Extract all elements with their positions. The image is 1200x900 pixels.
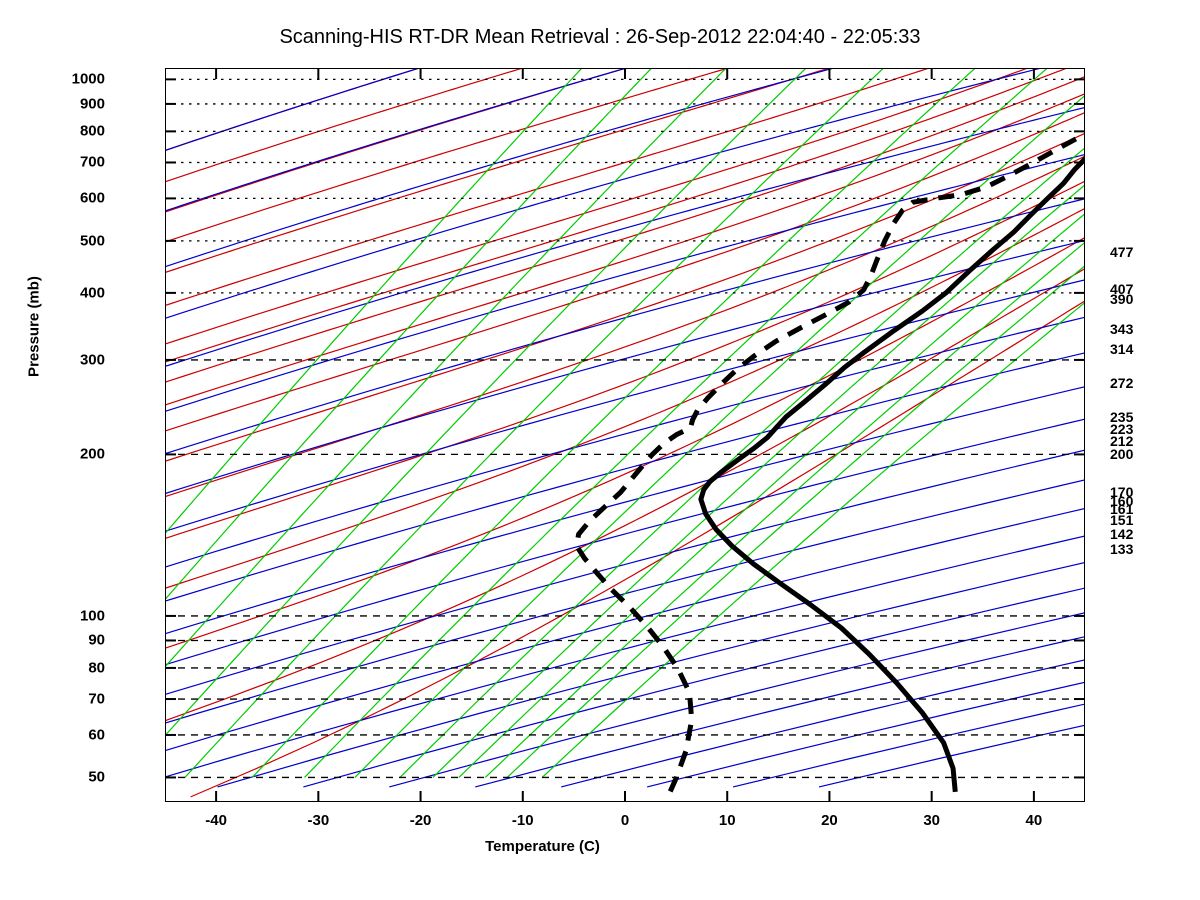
right-level-label: 161 <box>1110 501 1134 518</box>
right-level-label: 160 <box>1110 492 1134 509</box>
right-level-label: 200 <box>1110 446 1134 463</box>
y-tick-label: 700 <box>79 153 105 171</box>
y-tick-label: 800 <box>79 122 105 140</box>
x-tick-label: 10 <box>718 812 736 829</box>
y-tick-label: 200 <box>79 445 105 463</box>
curve-dewpoint <box>574 130 1085 793</box>
y-tick-label: 70 <box>88 690 105 708</box>
right-level-label: 212 <box>1110 432 1134 449</box>
y-tick-label: 50 <box>88 768 105 786</box>
skewt-plot-svg <box>165 68 1085 802</box>
y-axis-label: Pressure (mb) <box>25 276 43 377</box>
y-tick-label: 500 <box>79 232 105 250</box>
x-tick-label: -40 <box>205 812 227 829</box>
y-tick-label: 600 <box>79 189 105 207</box>
right-level-label: 390 <box>1110 290 1134 307</box>
right-level-label: 407 <box>1110 280 1134 297</box>
curve-temperature <box>698 155 1085 793</box>
y-tick-label: 100 <box>79 607 105 625</box>
right-level-label: 223 <box>1110 421 1134 438</box>
y-tick-label: 1000 <box>71 70 105 88</box>
x-tick-label: -20 <box>409 812 432 829</box>
right-level-label: 343 <box>1110 320 1134 337</box>
plot-background <box>165 68 1085 802</box>
y-tick-label: 900 <box>79 95 105 113</box>
x-tick-label: 0 <box>620 812 630 829</box>
sounding-curves <box>574 130 1085 793</box>
y-tick-label: 90 <box>88 631 105 649</box>
y-tick-label: 400 <box>79 284 105 302</box>
x-axis-label: Temperature (C) <box>485 838 600 855</box>
x-tick-label: -10 <box>511 812 534 829</box>
y-tick-label: 80 <box>88 659 105 677</box>
right-level-label: 477 <box>1110 243 1134 260</box>
right-level-label: 314 <box>1110 341 1134 358</box>
right-level-label: 133 <box>1110 541 1134 558</box>
right-level-label: 235 <box>1110 408 1134 425</box>
y-tick-label: 60 <box>88 726 105 744</box>
mixing-ratio-lines <box>165 68 1085 778</box>
isobar-gridlines <box>165 78 1085 779</box>
right-level-label: 272 <box>1110 374 1134 391</box>
x-tick-label: 40 <box>1025 812 1043 829</box>
plot-area <box>165 68 1085 802</box>
right-level-label: 142 <box>1110 526 1134 543</box>
x-tick-label: 20 <box>821 812 838 829</box>
right-level-label: 151 <box>1110 511 1134 528</box>
right-level-label: 170 <box>1110 484 1134 501</box>
x-tick-label: -30 <box>307 812 330 829</box>
page-title: Scanning-HIS RT-DR Mean Retrieval : 26-S… <box>279 26 921 48</box>
axis-tick-marks <box>165 68 1085 802</box>
x-tick-label: 30 <box>923 812 940 829</box>
y-tick-label: 300 <box>79 351 105 369</box>
